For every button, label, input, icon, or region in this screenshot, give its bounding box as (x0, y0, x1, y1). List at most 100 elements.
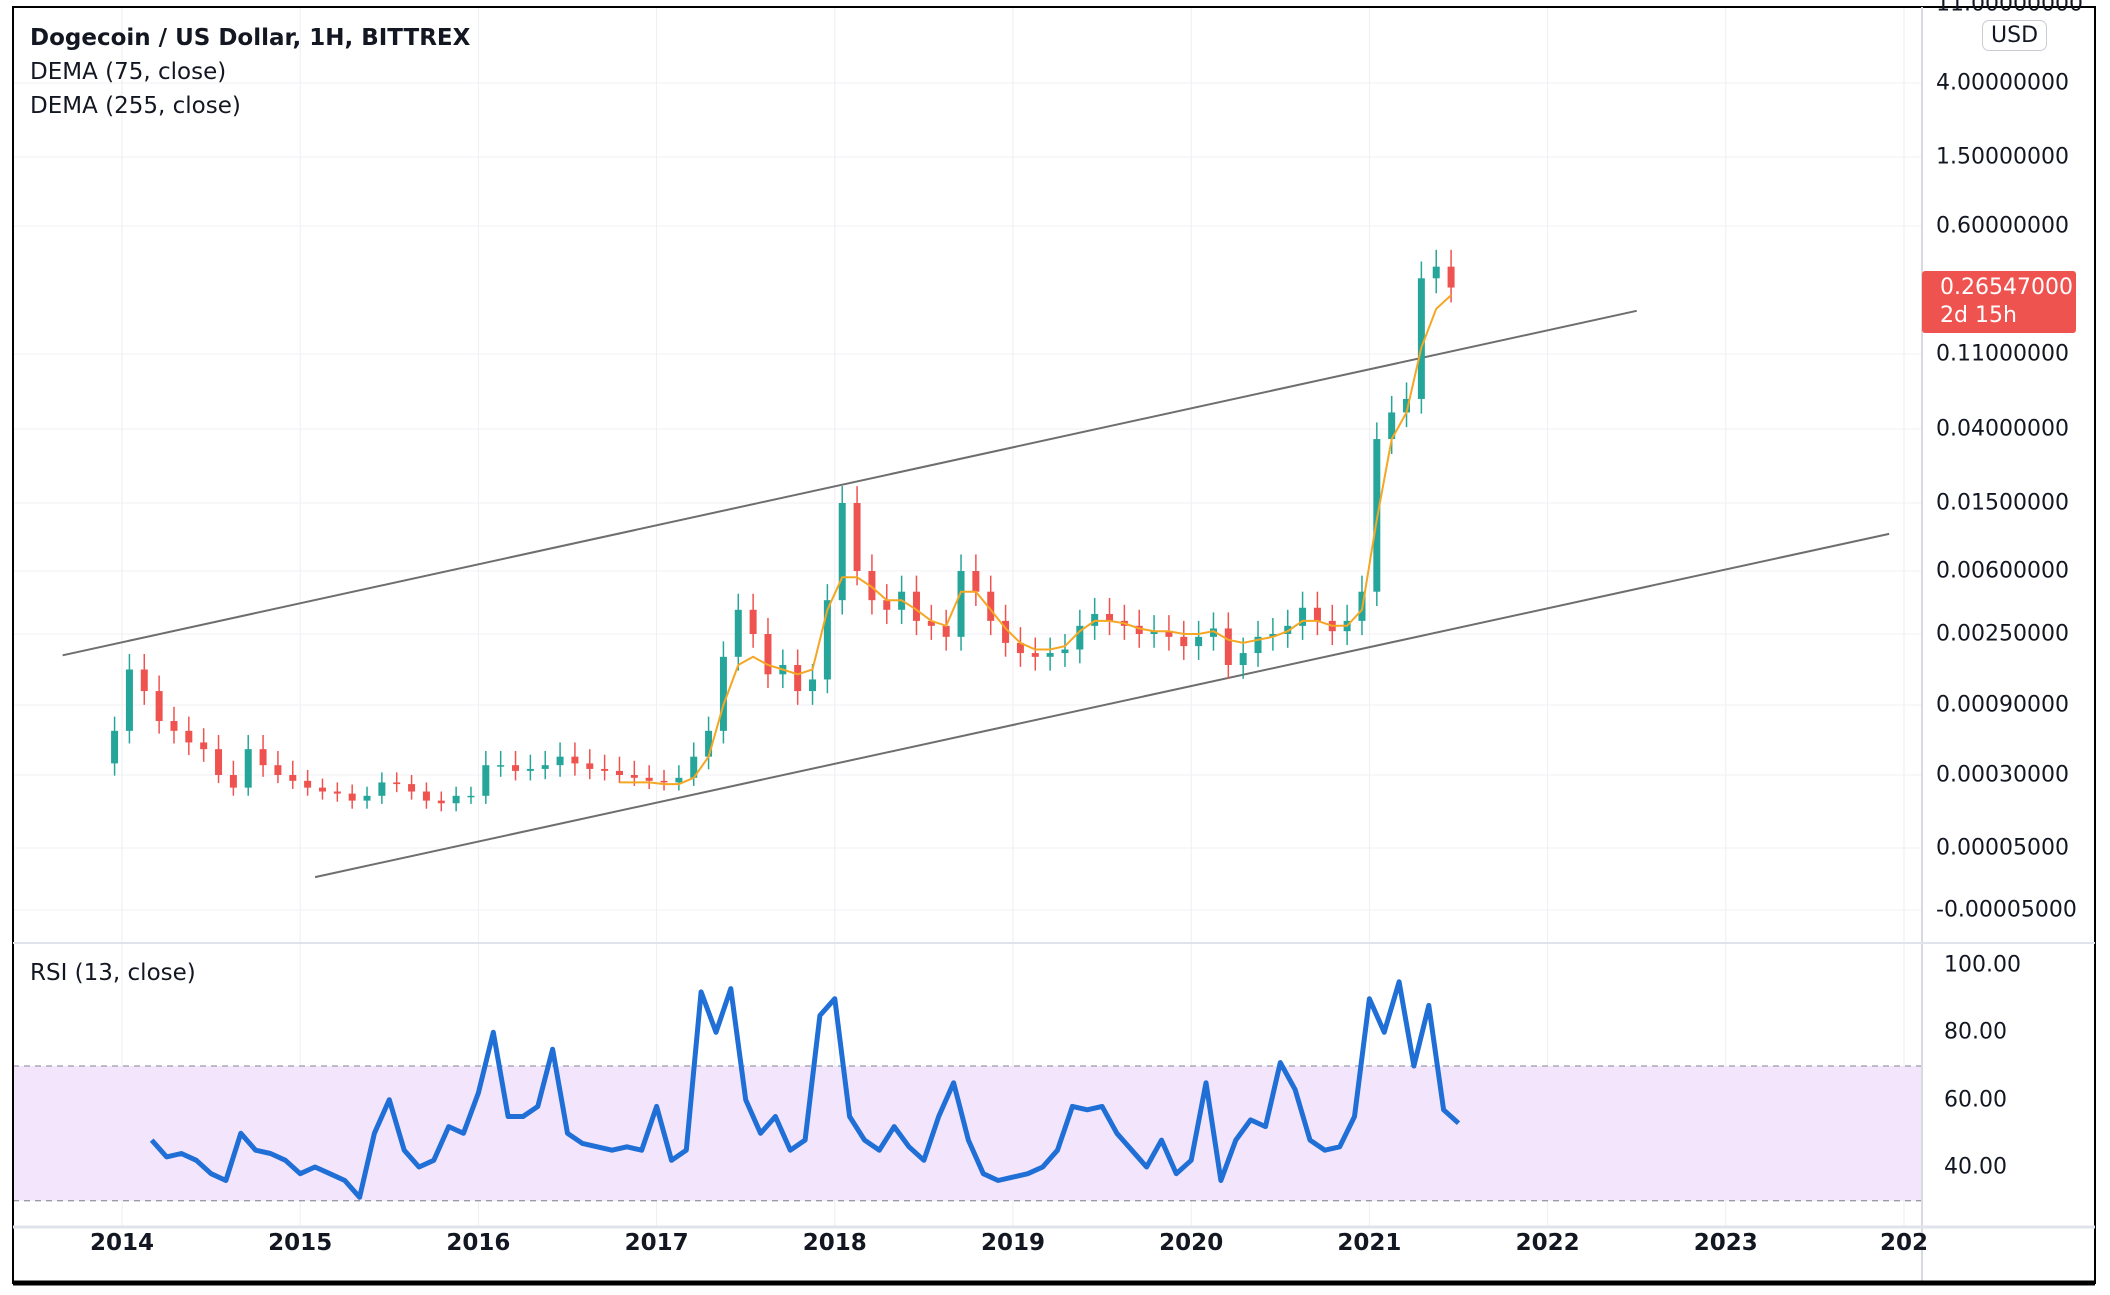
candle-body (274, 765, 282, 775)
price-tick-label: 11.00000000 (1936, 0, 2083, 17)
price-tick-label: 0.60000000 (1936, 213, 2069, 239)
candle-body (289, 775, 297, 781)
frame (12, 6, 2096, 1286)
candle-body (304, 780, 312, 788)
dema-75-path (619, 294, 1452, 786)
candle-body (987, 591, 995, 621)
time-tick-label: 2019 (980, 1230, 1046, 1256)
candle-body (942, 625, 950, 637)
price-tick-label: 4.00000000 (1936, 70, 2069, 96)
candle-body (244, 749, 252, 788)
candle-body (1031, 653, 1039, 657)
time-tick-label: 2015 (268, 1230, 333, 1256)
candle-body (1076, 625, 1084, 650)
candle-body (422, 791, 430, 801)
candle-body (1269, 634, 1277, 637)
candle-body (437, 800, 445, 804)
candle-body (215, 749, 223, 775)
candle-body (660, 780, 668, 783)
rsi-line (149, 979, 1461, 1200)
price-tick-label: 1.50000000 (1936, 144, 2069, 170)
candle-body (140, 669, 148, 692)
candle-body (838, 503, 846, 601)
candle-body (912, 591, 920, 621)
candle-body (111, 730, 119, 764)
currency-button[interactable]: USD (1982, 20, 2048, 51)
rsi-tick-label: 80.00 (1944, 1019, 2007, 1045)
dema-75-line (619, 294, 1452, 786)
candle-body (1313, 607, 1321, 621)
time-tick-label: 2022 (1515, 1230, 1580, 1256)
rsi-tick-label: 40.00 (1944, 1154, 2007, 1180)
candle-body (170, 721, 178, 731)
candle-body (318, 787, 326, 792)
candle-body (185, 730, 193, 743)
time-tick-label: 2021 (1337, 1230, 1402, 1256)
price-tick-label: 0.11000000 (1936, 341, 2069, 367)
price-tick-label: -0.00005000 (1936, 897, 2077, 923)
candle-body (1016, 642, 1024, 654)
candle-body (794, 665, 802, 692)
grid (13, 7, 1922, 1227)
candle-body (482, 765, 490, 796)
candle-body (645, 777, 653, 781)
candle-body (1417, 278, 1425, 399)
candle-body (259, 749, 267, 766)
time-tick-label: 2014 (89, 1230, 155, 1256)
candle-body (1195, 636, 1203, 647)
time-tick-label: 2016 (446, 1230, 511, 1256)
time-tick-label: 2018 (802, 1230, 867, 1256)
legend-dema-255[interactable]: DEMA (255, close) (30, 93, 241, 119)
candle-body (541, 765, 549, 769)
candle-body (705, 730, 713, 757)
candle-body (1299, 607, 1307, 626)
candle-body (512, 765, 520, 771)
candle-body (586, 763, 594, 769)
candle-body (630, 775, 638, 778)
candle-body (957, 571, 965, 637)
price-tick-label: 0.00005000 (1936, 835, 2069, 861)
candle-body (1165, 631, 1173, 637)
trendline (314, 532, 1890, 879)
candle-body (200, 742, 208, 750)
candle-body (1239, 653, 1247, 666)
price-tick-label: 0.00090000 (1936, 692, 2069, 718)
time-tick-label: 2023 (1693, 1230, 1758, 1256)
candle-body (853, 503, 861, 571)
last-price-value: 0.26547000 (1940, 275, 2073, 300)
candle-body (734, 609, 742, 657)
candle-body (823, 600, 831, 680)
candle-body (601, 768, 609, 771)
legend-rsi[interactable]: RSI (13, close) (30, 960, 196, 986)
candle-body (333, 791, 341, 794)
candle-body (1432, 266, 1440, 279)
candle-body (883, 600, 891, 610)
candle-body (348, 793, 356, 801)
trendlines (62, 309, 1890, 879)
candle-body (1403, 398, 1411, 413)
candle-body (868, 571, 876, 601)
price-tick-label: 0.01500000 (1936, 490, 2069, 516)
candle-body (1388, 412, 1396, 440)
candle-body (690, 756, 698, 778)
candle-body (1224, 628, 1232, 666)
candle-body (452, 795, 460, 804)
candle-body (719, 656, 727, 731)
price-tick-label: 0.04000000 (1936, 416, 2069, 442)
candle-body (393, 782, 401, 785)
candle-body (229, 775, 237, 788)
candle-body (749, 609, 757, 634)
legend: Dogecoin / US Dollar, 1H, BITTREX DEMA (… (30, 21, 470, 123)
candle-body (764, 634, 772, 675)
candle-body (497, 765, 505, 767)
rsi-tick-label: 60.00 (1944, 1087, 2007, 1113)
time-tick-label: 2017 (624, 1230, 689, 1256)
time-tick-label: 2020 (1159, 1230, 1224, 1256)
price-tick-label: 0.00600000 (1936, 558, 2069, 584)
legend-dema-75[interactable]: DEMA (75, close) (30, 59, 227, 85)
candle-body (1150, 631, 1158, 634)
price-tick-label: 0.00250000 (1936, 621, 2069, 647)
candle-body (675, 777, 683, 783)
chart-title: Dogecoin / US Dollar, 1H, BITTREX (30, 25, 471, 51)
